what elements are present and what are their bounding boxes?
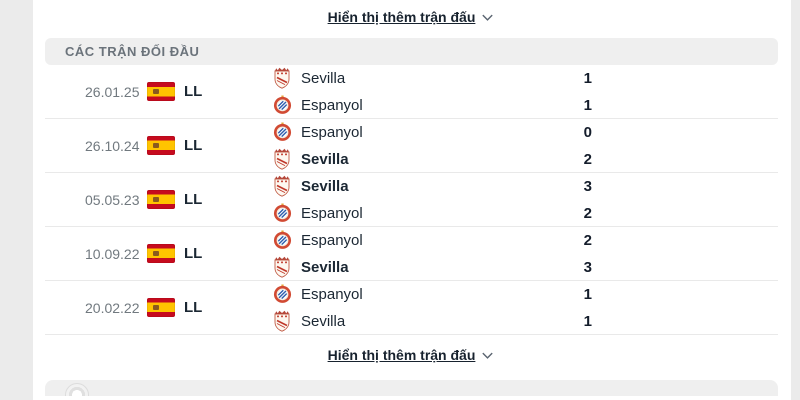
espanyol-logo-icon <box>273 95 291 114</box>
team-name: Espanyol <box>301 285 363 303</box>
team-name: Sevilla <box>301 150 349 168</box>
content-card: Hiển thị thêm trận đấu CÁC TRẬN ĐỐI ĐẦU … <box>33 0 791 400</box>
espanyol-logo-icon <box>273 230 291 249</box>
team-name: Sevilla <box>301 258 349 276</box>
spain-flag-icon <box>147 82 175 101</box>
team-score: 1 <box>583 312 592 330</box>
match-date: 10.09.22 <box>85 245 140 262</box>
team-line: Espanyol 2 <box>272 201 592 226</box>
team-name: Espanyol <box>301 204 363 222</box>
team-score: 1 <box>583 69 592 87</box>
spain-flag-icon <box>147 244 175 263</box>
head-to-head-list: 26.01.25 LL <box>45 65 778 335</box>
spain-flag-icon <box>147 136 175 155</box>
team-score: 3 <box>583 258 592 276</box>
sevilla-logo-icon <box>274 148 290 170</box>
match-row[interactable]: 20.02.22 LL <box>45 281 778 335</box>
team-name: Espanyol <box>301 96 363 114</box>
team-line: Espanyol 1 <box>272 282 592 307</box>
team-score: 2 <box>583 231 592 249</box>
league-cell: LL <box>147 190 272 209</box>
team-line: Sevilla 2 <box>272 147 592 172</box>
team-score: 2 <box>583 204 592 222</box>
espanyol-logo-icon <box>273 203 291 222</box>
team-score: 2 <box>583 150 592 168</box>
league-cell: LL <box>147 244 272 263</box>
partial-team-logo-icon <box>65 383 89 396</box>
match-row[interactable]: 26.01.25 LL <box>45 65 778 119</box>
match-date: 05.05.23 <box>85 191 140 208</box>
league-cell: LL <box>147 82 272 101</box>
teams-block: Espanyol 0 <box>272 120 592 172</box>
teams-block: Espanyol 2 <box>272 228 592 280</box>
team-name: Espanyol <box>301 231 363 249</box>
team-line: Sevilla 3 <box>272 174 592 199</box>
espanyol-logo-icon <box>273 122 291 141</box>
league-label: LL <box>184 191 203 208</box>
league-label: LL <box>184 83 203 100</box>
next-section-bar <box>45 380 778 396</box>
match-date: 26.10.24 <box>85 137 140 154</box>
league-label: LL <box>184 245 203 262</box>
team-name: Sevilla <box>301 177 349 195</box>
team-score: 3 <box>583 177 592 195</box>
match-row[interactable]: 26.10.24 LL <box>45 119 778 173</box>
sevilla-logo-icon <box>274 67 290 89</box>
sevilla-logo-icon <box>274 310 290 332</box>
team-score: 1 <box>583 285 592 303</box>
sevilla-logo-icon <box>274 175 290 197</box>
league-cell: LL <box>147 136 272 155</box>
league-label: LL <box>184 137 203 154</box>
chevron-down-icon <box>480 10 495 25</box>
match-date: 20.02.22 <box>85 299 140 316</box>
team-name: Espanyol <box>301 123 363 141</box>
team-name: Sevilla <box>301 69 346 87</box>
spain-flag-icon <box>147 298 175 317</box>
team-line: Espanyol 1 <box>272 93 592 118</box>
team-line: Espanyol 0 <box>272 120 592 145</box>
team-score: 0 <box>583 123 592 141</box>
chevron-down-icon <box>480 348 495 363</box>
section-header-bar: CÁC TRẬN ĐỐI ĐẦU <box>45 38 778 65</box>
team-line: Sevilla 3 <box>272 255 592 280</box>
espanyol-logo-icon <box>273 284 291 303</box>
team-line: Sevilla 1 <box>272 309 592 334</box>
show-more-bottom-row: Hiển thị thêm trận đấu <box>45 335 778 368</box>
teams-block: Sevilla 3 <box>272 174 592 226</box>
section-title: CÁC TRẬN ĐỐI ĐẦU <box>65 44 200 59</box>
show-more-link-bottom[interactable]: Hiển thị thêm trận đấu <box>327 346 476 363</box>
league-cell: LL <box>147 298 272 317</box>
team-name: Sevilla <box>301 312 346 330</box>
match-row[interactable]: 10.09.22 LL <box>45 227 778 281</box>
spain-flag-icon <box>147 190 175 209</box>
show-more-link-top[interactable]: Hiển thị thêm trận đấu <box>327 8 476 25</box>
team-score: 1 <box>583 96 592 114</box>
sevilla-logo-icon <box>274 256 290 278</box>
teams-block: Sevilla 1 <box>272 66 592 118</box>
league-label: LL <box>184 299 203 316</box>
teams-block: Espanyol 1 <box>272 282 592 334</box>
match-date: 26.01.25 <box>85 83 140 100</box>
show-more-top-row: Hiển thị thêm trận đấu <box>45 0 778 32</box>
team-line: Espanyol 2 <box>272 228 592 253</box>
match-row[interactable]: 05.05.23 LL <box>45 173 778 227</box>
team-line: Sevilla 1 <box>272 66 592 91</box>
